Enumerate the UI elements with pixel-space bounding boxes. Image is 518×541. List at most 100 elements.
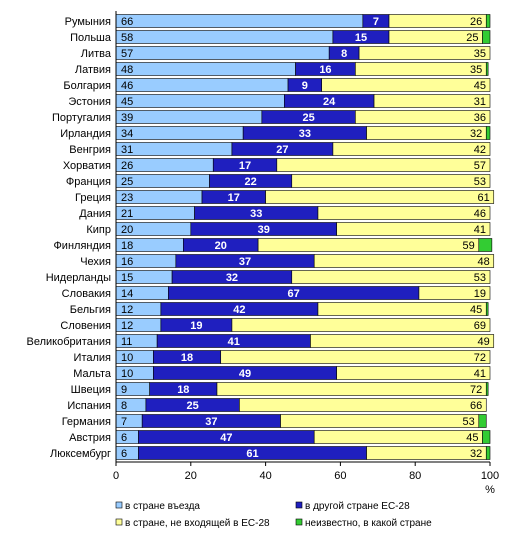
bar-segment (366, 126, 487, 140)
data-label: 33 (299, 128, 311, 140)
category-label: Словения (60, 320, 111, 332)
bar-segment (485, 126, 491, 140)
bar-segment (317, 302, 487, 316)
bar-segment (317, 206, 491, 220)
data-label: 49 (477, 336, 489, 348)
bar-segment (310, 334, 495, 348)
data-label: 7 (121, 416, 127, 428)
data-label: 57 (474, 160, 486, 172)
data-label: 66 (121, 16, 133, 28)
bar-segment (115, 142, 233, 156)
data-label: 61 (477, 192, 489, 204)
bar-segment (115, 94, 285, 108)
data-label: 25 (121, 176, 133, 188)
data-label: 48 (477, 256, 489, 268)
data-label: 20 (215, 240, 227, 252)
data-label: 26 (470, 16, 482, 28)
category-label: Чехия (80, 256, 111, 268)
data-label: 16 (319, 64, 331, 76)
bar-segment (291, 174, 491, 188)
data-label: 27 (276, 144, 288, 156)
bar-segment (313, 430, 483, 444)
data-label: 18 (181, 352, 193, 364)
category-label: Ирландия (60, 128, 111, 140)
data-label: 35 (470, 64, 482, 76)
data-label: 32 (470, 128, 482, 140)
data-label: 12 (121, 304, 133, 316)
category-label: Польша (70, 32, 112, 44)
bar-segment (485, 62, 489, 76)
data-label: 12 (121, 320, 133, 332)
data-label: 53 (463, 416, 475, 428)
category-label: Италия (74, 352, 112, 364)
data-label: 37 (205, 416, 217, 428)
x-tick-label: 0 (113, 470, 119, 482)
data-label: 15 (121, 272, 133, 284)
data-label: 66 (470, 400, 482, 412)
x-tick-label: 100 (481, 470, 499, 482)
legend-swatch (115, 518, 123, 526)
data-label: 48 (121, 64, 133, 76)
data-label: 22 (245, 176, 257, 188)
data-label: 45 (470, 304, 482, 316)
legend: в стране въезда в другой стране ЕС-28 в ст… (115, 501, 432, 529)
data-label: 9 (302, 80, 308, 92)
data-label: 72 (474, 352, 486, 364)
category-label: Дания (79, 208, 111, 220)
data-label: 58 (121, 32, 133, 44)
bar-segment (115, 14, 364, 28)
data-label: 39 (121, 112, 133, 124)
data-label: 45 (474, 80, 486, 92)
data-label: 15 (355, 32, 367, 44)
data-label: 53 (474, 272, 486, 284)
data-label: 11 (121, 336, 132, 348)
data-label: 14 (121, 288, 133, 300)
category-label: Кипр (86, 224, 111, 236)
data-label: 42 (474, 144, 486, 156)
data-label: 20 (121, 224, 133, 236)
data-label: 31 (474, 96, 486, 108)
data-label: 49 (239, 368, 251, 380)
category-label: Латвия (75, 64, 111, 76)
data-label: 17 (239, 160, 251, 172)
data-label: 46 (474, 208, 486, 220)
bar-segment (418, 286, 491, 300)
data-label: 45 (466, 432, 478, 444)
category-label: Швеция (71, 384, 111, 396)
data-label: 41 (228, 336, 240, 348)
bar-segment (115, 62, 296, 76)
bar-segment (478, 414, 487, 428)
category-label: Бельгия (70, 304, 111, 316)
category-label: Португалия (52, 112, 111, 124)
data-label: 6 (121, 432, 127, 444)
category-label: Словакия (62, 288, 111, 300)
bar-segment (115, 110, 263, 124)
data-label: 46 (121, 80, 133, 92)
data-label: 32 (226, 272, 238, 284)
bar-segment (115, 446, 139, 460)
category-label: Нидерланды (46, 272, 111, 284)
data-label: 9 (121, 384, 127, 396)
data-label: 6 (121, 448, 127, 460)
bar-segment (478, 238, 493, 252)
data-label: 42 (233, 304, 245, 316)
x-tick-label: 40 (259, 470, 271, 482)
data-label: 53 (474, 176, 486, 188)
data-label: 45 (121, 96, 133, 108)
bar-segment (115, 126, 244, 140)
data-label: 10 (121, 352, 133, 364)
bar-segment (220, 350, 491, 364)
data-label: 33 (250, 208, 262, 220)
data-label: 59 (463, 240, 475, 252)
category-label: Хорватия (63, 160, 111, 172)
bar-segment (373, 94, 491, 108)
legend-label: в стране въезда (125, 501, 200, 512)
bar-segment (482, 30, 491, 44)
bar-segment (115, 46, 330, 60)
bar-segment (115, 78, 289, 92)
bar-segment (358, 46, 491, 60)
data-label: 25 (302, 112, 314, 124)
category-label: Эстония (68, 96, 111, 108)
